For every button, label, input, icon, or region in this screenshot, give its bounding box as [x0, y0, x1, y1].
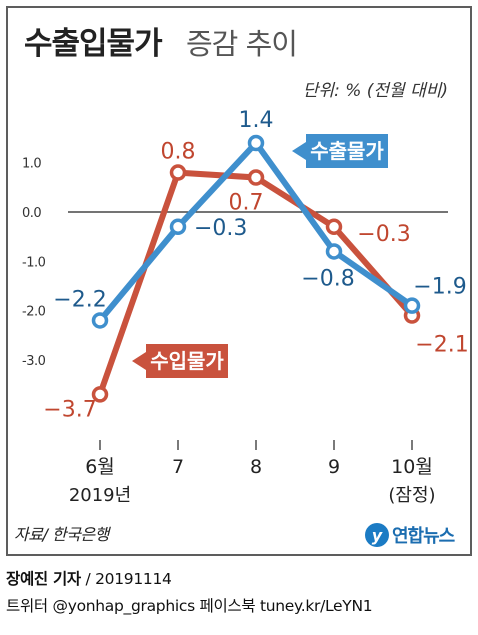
value-label-1: −0.3	[357, 222, 410, 247]
yonhap-logo-text: 연합뉴스	[392, 525, 455, 547]
value-labels: −2.2−0.31.4−0.8 −1.9−3.70.80.7−0.3−2.1	[43, 108, 468, 422]
series-marker-0	[247, 134, 265, 152]
series-marker-0	[169, 218, 187, 236]
value-label-0: 1.4	[239, 108, 274, 133]
series-marker-1	[169, 164, 187, 181]
yonhap-logo: y 연합뉴스	[365, 523, 456, 547]
chart-card: 수출입물가 증감 추이 단위: % (전월 대비) 1.0 0.0 -1.0 -2.0…	[6, 6, 472, 556]
y-axis: 1.0 0.0 -1.0 -2.0 -3.0	[22, 157, 46, 369]
byline-author: 장예진 기자	[6, 570, 81, 588]
yonhap-logo-mark	[365, 523, 389, 547]
series-marker-0	[91, 312, 109, 329]
value-label-0: −2.2	[53, 287, 106, 312]
x-axis: 6월 2019년 7 8 9 10월 (잠정)	[69, 440, 436, 506]
value-label-1: 0.8	[161, 140, 196, 165]
chart-title-rest: 증감 추이	[186, 27, 297, 61]
value-label-1: −2.1	[415, 333, 468, 358]
x-tick-sublabel: (잠정)	[388, 485, 435, 506]
series-marker-1	[91, 386, 109, 403]
value-label-0: −0.3	[194, 216, 247, 241]
x-tick-label: 7	[172, 456, 184, 478]
value-label-0: −0.8	[301, 266, 354, 291]
callout-pointer-0	[292, 142, 306, 160]
x-tick-sublabel: 2019년	[69, 485, 131, 506]
y-tick-label: -1.0	[22, 255, 46, 270]
x-tick-label: 10월	[391, 456, 433, 478]
x-tick-label: 9	[328, 456, 340, 478]
value-label-1: 0.7	[229, 190, 264, 215]
source-note: 자료/ 한국은행	[14, 525, 112, 544]
byline: 장예진 기자 / 20191114	[6, 566, 472, 593]
y-tick-label: 0.0	[22, 206, 41, 221]
series-marker-0	[325, 243, 343, 260]
footer: 장예진 기자 / 20191114 트위터 @yonhap_graphics 페…	[6, 566, 472, 620]
yonhap-logo-glyph: y	[372, 526, 383, 545]
series-markers	[91, 134, 421, 403]
callout-pointer-1	[132, 352, 146, 370]
x-tick-label: 8	[250, 456, 262, 478]
value-label-0: −1.9	[413, 275, 466, 300]
chart-title-bold: 수출입물가	[24, 26, 163, 62]
callout-label-1: 수입물가	[150, 349, 224, 373]
x-tick-label: 6월	[85, 456, 115, 478]
callout-box-1	[146, 344, 228, 378]
series-marker-1	[247, 169, 265, 186]
series-marker-0	[403, 297, 421, 314]
callout-box-0	[306, 134, 388, 168]
byline-date: / 20191114	[80, 570, 172, 588]
unit-note: 단위: % (전월 대비)	[303, 81, 448, 101]
chart-svg: 수출입물가 증감 추이 단위: % (전월 대비) 1.0 0.0 -1.0 -2.0…	[14, 26, 469, 547]
chart-title: 수출입물가 증감 추이	[24, 26, 298, 62]
y-tick-label: -3.0	[22, 354, 46, 369]
social-line: 트위터 @yonhap_graphics 페이스북 tuney.kr/LeYN1	[6, 597, 373, 615]
series-marker-1	[325, 218, 343, 236]
y-tick-label: 1.0	[22, 157, 41, 172]
callout-label-0: 수출물가	[310, 139, 384, 163]
y-tick-label: -2.0	[22, 305, 46, 320]
value-label-1: −3.7	[43, 397, 96, 422]
